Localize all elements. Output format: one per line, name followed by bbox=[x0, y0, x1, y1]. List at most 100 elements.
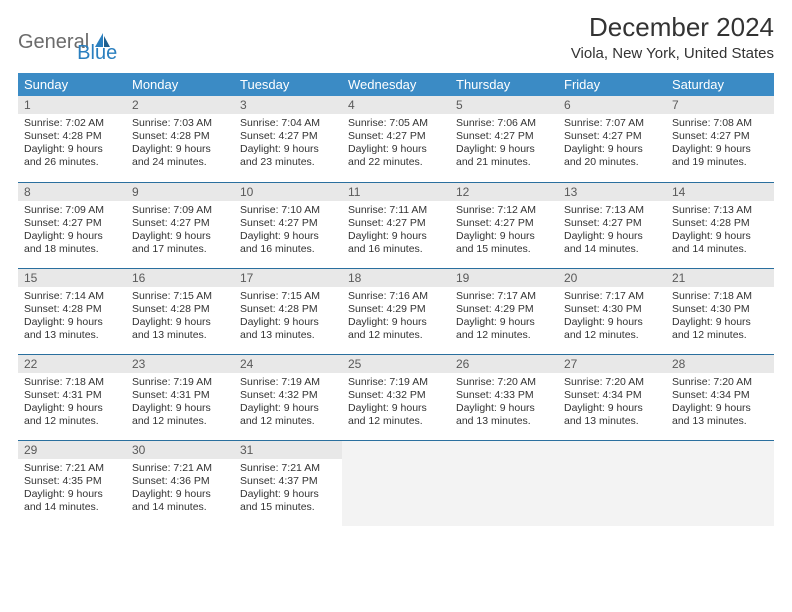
sunset-line: Sunset: 4:36 PM bbox=[132, 475, 228, 488]
calendar-cell: 30Sunrise: 7:21 AMSunset: 4:36 PMDayligh… bbox=[126, 440, 234, 526]
calendar-cell: 7Sunrise: 7:08 AMSunset: 4:27 PMDaylight… bbox=[666, 96, 774, 182]
day-content: Sunrise: 7:10 AMSunset: 4:27 PMDaylight:… bbox=[234, 201, 342, 261]
calendar-cell: 18Sunrise: 7:16 AMSunset: 4:29 PMDayligh… bbox=[342, 268, 450, 354]
weekday-header: Friday bbox=[558, 73, 666, 96]
calendar-cell: 13Sunrise: 7:13 AMSunset: 4:27 PMDayligh… bbox=[558, 182, 666, 268]
sunset-line: Sunset: 4:27 PM bbox=[240, 130, 336, 143]
calendar-cell: 29Sunrise: 7:21 AMSunset: 4:35 PMDayligh… bbox=[18, 440, 126, 526]
daylight-line: Daylight: 9 hours and 12 minutes. bbox=[564, 316, 660, 342]
sunset-line: Sunset: 4:27 PM bbox=[348, 217, 444, 230]
day-number: 23 bbox=[126, 355, 234, 373]
location: Viola, New York, United States bbox=[571, 45, 774, 62]
sunset-line: Sunset: 4:30 PM bbox=[672, 303, 768, 316]
day-number: 12 bbox=[450, 183, 558, 201]
calendar-row: 22Sunrise: 7:18 AMSunset: 4:31 PMDayligh… bbox=[18, 354, 774, 440]
sunrise-line: Sunrise: 7:13 AM bbox=[672, 204, 768, 217]
day-content: Sunrise: 7:19 AMSunset: 4:31 PMDaylight:… bbox=[126, 373, 234, 433]
daylight-line: Daylight: 9 hours and 12 minutes. bbox=[24, 402, 120, 428]
day-content: Sunrise: 7:15 AMSunset: 4:28 PMDaylight:… bbox=[234, 287, 342, 347]
daylight-line: Daylight: 9 hours and 21 minutes. bbox=[456, 143, 552, 169]
day-number: 14 bbox=[666, 183, 774, 201]
day-content: Sunrise: 7:21 AMSunset: 4:35 PMDaylight:… bbox=[18, 459, 126, 519]
day-content: Sunrise: 7:11 AMSunset: 4:27 PMDaylight:… bbox=[342, 201, 450, 261]
day-content: Sunrise: 7:13 AMSunset: 4:28 PMDaylight:… bbox=[666, 201, 774, 261]
calendar-cell: 31Sunrise: 7:21 AMSunset: 4:37 PMDayligh… bbox=[234, 440, 342, 526]
daylight-line: Daylight: 9 hours and 18 minutes. bbox=[24, 230, 120, 256]
weekday-header: Thursday bbox=[450, 73, 558, 96]
sunset-line: Sunset: 4:37 PM bbox=[240, 475, 336, 488]
day-content: Sunrise: 7:15 AMSunset: 4:28 PMDaylight:… bbox=[126, 287, 234, 347]
sunset-line: Sunset: 4:31 PM bbox=[24, 389, 120, 402]
daylight-line: Daylight: 9 hours and 13 minutes. bbox=[24, 316, 120, 342]
sunrise-line: Sunrise: 7:20 AM bbox=[672, 376, 768, 389]
calendar-cell: 6Sunrise: 7:07 AMSunset: 4:27 PMDaylight… bbox=[558, 96, 666, 182]
calendar-cell: 4Sunrise: 7:05 AMSunset: 4:27 PMDaylight… bbox=[342, 96, 450, 182]
day-content: Sunrise: 7:20 AMSunset: 4:34 PMDaylight:… bbox=[558, 373, 666, 433]
calendar-cell: 17Sunrise: 7:15 AMSunset: 4:28 PMDayligh… bbox=[234, 268, 342, 354]
sunrise-line: Sunrise: 7:04 AM bbox=[240, 117, 336, 130]
day-content: Sunrise: 7:05 AMSunset: 4:27 PMDaylight:… bbox=[342, 114, 450, 174]
logo-text-blue: Blue bbox=[77, 42, 117, 65]
weekday-header-row: Sunday Monday Tuesday Wednesday Thursday… bbox=[18, 73, 774, 96]
calendar-row: 8Sunrise: 7:09 AMSunset: 4:27 PMDaylight… bbox=[18, 182, 774, 268]
daylight-line: Daylight: 9 hours and 15 minutes. bbox=[456, 230, 552, 256]
daylight-line: Daylight: 9 hours and 12 minutes. bbox=[348, 316, 444, 342]
sunrise-line: Sunrise: 7:09 AM bbox=[132, 204, 228, 217]
day-content: Sunrise: 7:07 AMSunset: 4:27 PMDaylight:… bbox=[558, 114, 666, 174]
sunrise-line: Sunrise: 7:15 AM bbox=[240, 290, 336, 303]
sunrise-line: Sunrise: 7:16 AM bbox=[348, 290, 444, 303]
sunrise-line: Sunrise: 7:08 AM bbox=[672, 117, 768, 130]
sunset-line: Sunset: 4:27 PM bbox=[132, 217, 228, 230]
sunset-line: Sunset: 4:30 PM bbox=[564, 303, 660, 316]
daylight-line: Daylight: 9 hours and 14 minutes. bbox=[24, 488, 120, 514]
sunset-line: Sunset: 4:27 PM bbox=[24, 217, 120, 230]
day-number: 24 bbox=[234, 355, 342, 373]
sunrise-line: Sunrise: 7:15 AM bbox=[132, 290, 228, 303]
daylight-line: Daylight: 9 hours and 17 minutes. bbox=[132, 230, 228, 256]
daylight-line: Daylight: 9 hours and 16 minutes. bbox=[240, 230, 336, 256]
calendar-cell: 3Sunrise: 7:04 AMSunset: 4:27 PMDaylight… bbox=[234, 96, 342, 182]
sunrise-line: Sunrise: 7:09 AM bbox=[24, 204, 120, 217]
day-content: Sunrise: 7:20 AMSunset: 4:33 PMDaylight:… bbox=[450, 373, 558, 433]
sunrise-line: Sunrise: 7:14 AM bbox=[24, 290, 120, 303]
weekday-header: Sunday bbox=[18, 73, 126, 96]
sunset-line: Sunset: 4:28 PM bbox=[672, 217, 768, 230]
sunrise-line: Sunrise: 7:12 AM bbox=[456, 204, 552, 217]
day-content: Sunrise: 7:06 AMSunset: 4:27 PMDaylight:… bbox=[450, 114, 558, 174]
calendar-cell bbox=[450, 440, 558, 526]
calendar-cell: 10Sunrise: 7:10 AMSunset: 4:27 PMDayligh… bbox=[234, 182, 342, 268]
calendar-cell: 19Sunrise: 7:17 AMSunset: 4:29 PMDayligh… bbox=[450, 268, 558, 354]
day-content: Sunrise: 7:21 AMSunset: 4:37 PMDaylight:… bbox=[234, 459, 342, 519]
sunset-line: Sunset: 4:27 PM bbox=[240, 217, 336, 230]
day-content: Sunrise: 7:19 AMSunset: 4:32 PMDaylight:… bbox=[234, 373, 342, 433]
sunset-line: Sunset: 4:27 PM bbox=[564, 130, 660, 143]
day-content: Sunrise: 7:14 AMSunset: 4:28 PMDaylight:… bbox=[18, 287, 126, 347]
calendar-cell: 1Sunrise: 7:02 AMSunset: 4:28 PMDaylight… bbox=[18, 96, 126, 182]
daylight-line: Daylight: 9 hours and 12 minutes. bbox=[132, 402, 228, 428]
calendar-row: 1Sunrise: 7:02 AMSunset: 4:28 PMDaylight… bbox=[18, 96, 774, 182]
sunrise-line: Sunrise: 7:21 AM bbox=[24, 462, 120, 475]
sunset-line: Sunset: 4:28 PM bbox=[240, 303, 336, 316]
calendar-cell: 16Sunrise: 7:15 AMSunset: 4:28 PMDayligh… bbox=[126, 268, 234, 354]
sunset-line: Sunset: 4:31 PM bbox=[132, 389, 228, 402]
sunrise-line: Sunrise: 7:05 AM bbox=[348, 117, 444, 130]
daylight-line: Daylight: 9 hours and 15 minutes. bbox=[240, 488, 336, 514]
day-number: 27 bbox=[558, 355, 666, 373]
calendar-table: Sunday Monday Tuesday Wednesday Thursday… bbox=[18, 73, 774, 526]
day-content: Sunrise: 7:09 AMSunset: 4:27 PMDaylight:… bbox=[18, 201, 126, 261]
daylight-line: Daylight: 9 hours and 13 minutes. bbox=[672, 402, 768, 428]
title-block: December 2024 Viola, New York, United St… bbox=[571, 12, 774, 62]
day-number: 25 bbox=[342, 355, 450, 373]
daylight-line: Daylight: 9 hours and 13 minutes. bbox=[132, 316, 228, 342]
sunrise-line: Sunrise: 7:17 AM bbox=[564, 290, 660, 303]
daylight-line: Daylight: 9 hours and 26 minutes. bbox=[24, 143, 120, 169]
calendar-row: 29Sunrise: 7:21 AMSunset: 4:35 PMDayligh… bbox=[18, 440, 774, 526]
day-number: 5 bbox=[450, 96, 558, 114]
day-number: 2 bbox=[126, 96, 234, 114]
day-content: Sunrise: 7:09 AMSunset: 4:27 PMDaylight:… bbox=[126, 201, 234, 261]
calendar-cell bbox=[342, 440, 450, 526]
sunrise-line: Sunrise: 7:13 AM bbox=[564, 204, 660, 217]
sunrise-line: Sunrise: 7:20 AM bbox=[456, 376, 552, 389]
sunset-line: Sunset: 4:29 PM bbox=[456, 303, 552, 316]
day-content: Sunrise: 7:17 AMSunset: 4:30 PMDaylight:… bbox=[558, 287, 666, 347]
